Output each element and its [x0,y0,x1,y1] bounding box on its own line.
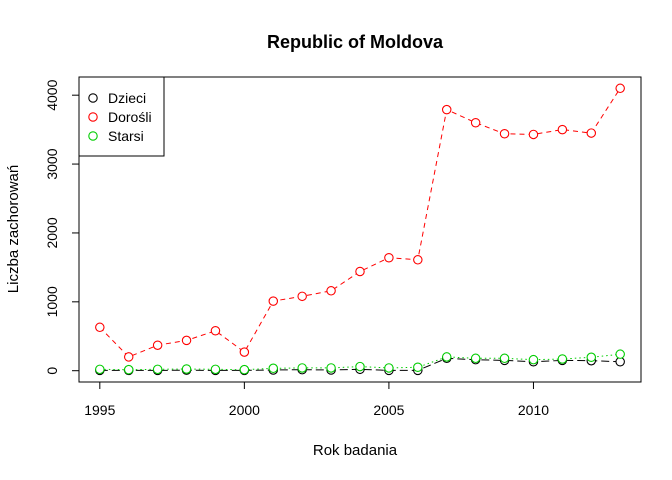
data-point [413,362,423,373]
data-point [210,364,221,375]
y-tick-label: 0 [44,367,60,375]
data-point [528,354,539,365]
data-point [384,252,394,263]
x-tick-label: 1995 [84,402,115,418]
data-point [181,364,192,374]
data-point [355,266,365,277]
y-tick-label: 3000 [44,148,60,179]
data-point [615,349,625,359]
x-tick-label: 2005 [373,402,404,418]
series-dorośli [95,83,625,362]
series-line [99,88,621,358]
data-point [123,364,134,375]
y-tick-label: 2000 [44,217,60,248]
data-point [528,129,539,140]
data-point [239,347,250,357]
data-point [326,286,336,296]
y-tick-label: 4000 [44,79,60,110]
data-point [499,129,510,139]
data-point [499,353,510,364]
data-point [268,363,279,374]
data-point [413,255,423,265]
data-point [557,124,568,135]
data-point [95,364,105,375]
data-point [470,117,481,128]
y-axis: 0 1000 2000 3000 4000 [44,79,80,375]
data-point [470,353,481,364]
data-point [355,361,365,372]
data-point [152,364,163,375]
data-point [181,335,192,346]
y-tick-label: 1000 [44,286,60,317]
data-point [152,340,163,350]
data-point [557,354,568,364]
x-axis: 1995 2000 2005 2010 [84,381,549,418]
x-tick-label: 2000 [229,402,260,418]
data-point [441,352,452,362]
series-starsi [95,349,625,375]
data-point [586,352,597,363]
legend-marker [88,131,98,141]
legend-label: Dorośli [108,109,152,125]
data-point [95,322,105,333]
data-point [123,352,134,362]
x-tick-label: 2010 [518,402,549,418]
data-point [268,296,279,306]
legend-marker [88,93,98,103]
data-point [239,364,250,375]
y-axis-label: Liczba zachorowań [5,165,22,293]
x-axis-label: Rok badania [313,442,398,459]
data-point [384,363,394,373]
legend-label: Dzieci [108,90,146,106]
plot-series [95,83,625,376]
data-point [297,363,307,373]
data-point [441,104,452,115]
legend: Dzieci Dorośli Starsi [78,76,165,157]
data-point [297,291,307,302]
legend-marker [88,112,98,122]
legend-label: Starsi [108,128,144,144]
legend-box [78,76,165,157]
data-point [326,363,336,373]
data-point [615,83,625,94]
chart-title: Republic of Moldova [267,32,444,52]
data-point [586,128,597,138]
data-point [210,326,221,336]
